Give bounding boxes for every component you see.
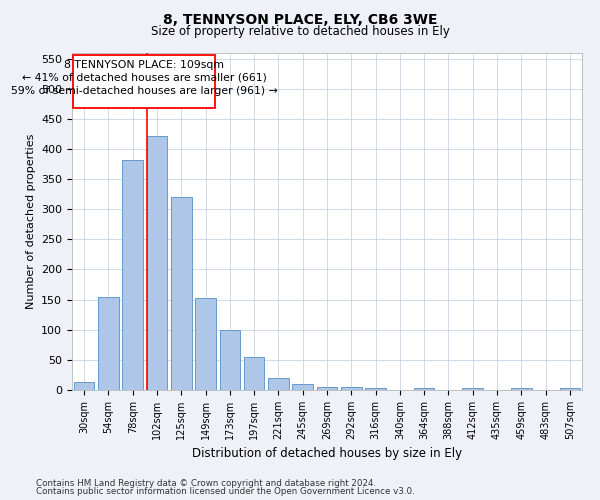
Bar — [98, 296, 119, 390]
Bar — [244, 357, 265, 390]
Bar — [74, 382, 94, 390]
Bar — [414, 388, 434, 390]
Text: Contains HM Land Registry data © Crown copyright and database right 2024.: Contains HM Land Registry data © Crown c… — [36, 478, 376, 488]
Bar — [122, 160, 143, 390]
Bar — [220, 330, 240, 390]
Text: Contains public sector information licensed under the Open Government Licence v3: Contains public sector information licen… — [36, 487, 415, 496]
Bar — [560, 388, 580, 390]
Bar — [146, 136, 167, 390]
Text: Size of property relative to detached houses in Ely: Size of property relative to detached ho… — [151, 25, 449, 38]
Text: ← 41% of detached houses are smaller (661): ← 41% of detached houses are smaller (66… — [22, 73, 266, 83]
Text: 8 TENNYSON PLACE: 109sqm: 8 TENNYSON PLACE: 109sqm — [64, 60, 224, 70]
Bar — [463, 388, 483, 390]
Bar — [365, 388, 386, 390]
Bar — [317, 387, 337, 390]
FancyBboxPatch shape — [73, 55, 215, 108]
Bar — [511, 388, 532, 390]
Bar — [195, 298, 216, 390]
Text: 59% of semi-detached houses are larger (961) →: 59% of semi-detached houses are larger (… — [11, 86, 278, 96]
Text: 8, TENNYSON PLACE, ELY, CB6 3WE: 8, TENNYSON PLACE, ELY, CB6 3WE — [163, 12, 437, 26]
Bar — [292, 384, 313, 390]
Bar — [171, 196, 191, 390]
X-axis label: Distribution of detached houses by size in Ely: Distribution of detached houses by size … — [192, 448, 462, 460]
Bar — [268, 378, 289, 390]
Y-axis label: Number of detached properties: Number of detached properties — [26, 134, 35, 309]
Bar — [341, 387, 362, 390]
